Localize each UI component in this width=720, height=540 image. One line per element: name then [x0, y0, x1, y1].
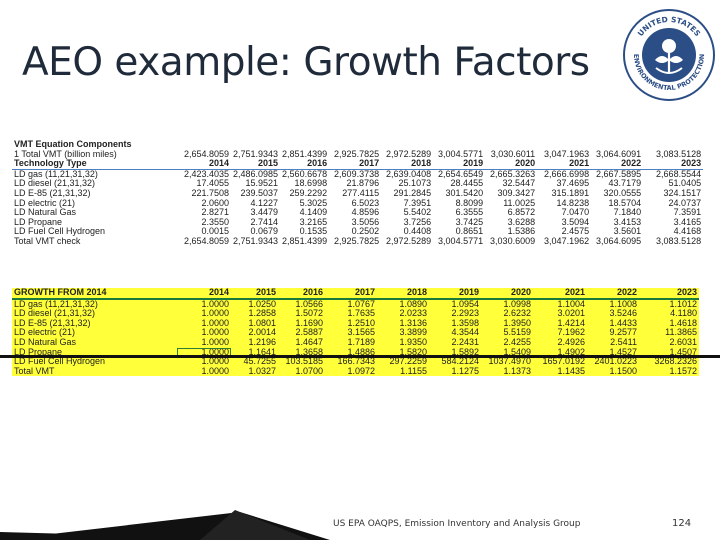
table-row: LD E-85 (21,31,32) 221.7508 239.5037 259… — [14, 188, 702, 198]
vmt-header-row: Technology Type 2014 2015 2016 2017 2018… — [12, 159, 704, 170]
table-row: Total VMT check 2,654.8059 2,751.9343 2,… — [14, 236, 702, 246]
slide-title: AEO example: Growth Factors — [22, 40, 590, 85]
page-number: 124 — [672, 518, 692, 529]
table-row: LD gas (11,21,31,32) 1.0000 1.0250 1.056… — [12, 298, 699, 310]
table-row: LD diesel (21,31,32) 17.4055 15.9521 18.… — [14, 179, 702, 189]
table-row: LD E-85 (21,31,32) 1.0000 1.0801 1.1690 … — [12, 318, 699, 329]
table-row: Total VMT 1.0000 1.0327 1.0700 1.0972 1.… — [12, 366, 699, 377]
table-row: LD Propane 1.0000 1.1641 1.3658 1.4886 1… — [12, 347, 699, 358]
table-row: LD Natural Gas 1.0000 1.2196 1.4647 1.71… — [12, 337, 699, 348]
total-vmt-row: 1 Total VMT (billion miles) 2,654.8059 2… — [14, 149, 702, 159]
table-row: LD Fuel Cell Hydrogen 0.0015 0.0679 0.15… — [14, 227, 702, 237]
table-row: LD electric (21) 1.0000 2.0014 2.5887 3.… — [12, 328, 699, 338]
table-row: LD gas (11,21,31,32) 2,423.4035 2,486.09… — [14, 169, 702, 179]
table-row: LD electric (21) 2.0600 4.1227 5.3025 6.… — [14, 198, 702, 208]
vmt-components-table: VMT Equation Components 1 Total VMT (bil… — [12, 140, 704, 247]
selected-cell[interactable]: 1.0000 — [177, 347, 231, 358]
table-row: LD Natural Gas 2.8271 3.4479 4.1409 4.85… — [14, 208, 702, 218]
epa-seal-logo: UNITED STATES ENVIRONMENTAL PROTECTION — [623, 9, 715, 101]
growth-header-row: GROWTH FROM 2014 2014 2015 2016 2017 201… — [12, 288, 699, 300]
table-row: LD Propane 2.3550 2.7414 3.2165 3.5056 3… — [14, 217, 702, 227]
table-row: LD diesel (21,31,32) 1.0000 1.2858 1.507… — [12, 309, 699, 319]
divider-line — [0, 355, 720, 358]
footer-text: US EPA OAQPS, Emission Inventory and Ana… — [333, 519, 581, 529]
growth-factors-table: GROWTH FROM 2014 2014 2015 2016 2017 201… — [12, 288, 699, 377]
vmt-section-title: VMT Equation Components — [14, 140, 132, 149]
spreadsheet-screenshot: VMT Equation Components 1 Total VMT (bil… — [12, 140, 712, 410]
table-row: LD Fuel Cell Hydrogen 1.0000 45.7255 103… — [12, 357, 699, 367]
decorative-wedge-left — [0, 510, 330, 540]
